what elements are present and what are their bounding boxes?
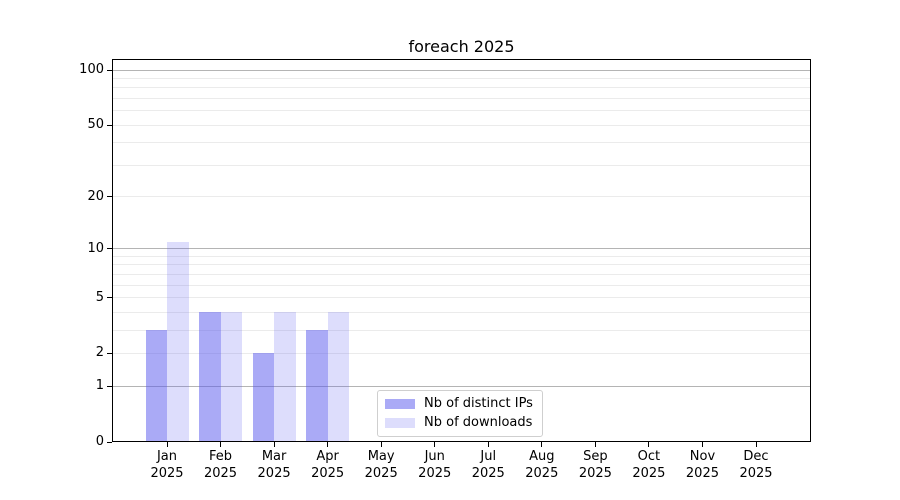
bar-ips-mar [252, 353, 275, 442]
gridline-major [112, 385, 811, 387]
legend-label-distinct-ips: Nb of distinct IPs [424, 395, 533, 411]
y-tick-mark [107, 248, 112, 250]
gridline-minor [112, 124, 811, 126]
y-tick-label: 20 [87, 188, 104, 204]
gridline-minor [112, 98, 811, 100]
gridline-minor [112, 142, 811, 144]
y-tick-mark [107, 297, 112, 299]
legend-swatch-downloads [385, 418, 415, 429]
x-tick-mark [648, 442, 650, 447]
x-tick-mark [220, 442, 222, 447]
x-tick-label: Jul 2025 [471, 449, 505, 481]
legend-item-downloads: Nb of downloads [385, 414, 535, 432]
x-tick-mark [434, 442, 436, 447]
bar-downloads-jan [167, 241, 189, 442]
x-tick-mark [166, 442, 168, 447]
x-tick-mark [594, 442, 596, 447]
x-tick-label: May 2025 [364, 449, 398, 481]
y-tick-label: 1 [95, 378, 104, 394]
x-tick-mark [273, 442, 275, 447]
y-tick-mark [107, 352, 112, 354]
gridline-minor [112, 87, 811, 89]
x-tick-label: Apr 2025 [311, 449, 345, 481]
x-tick-mark [327, 442, 329, 447]
gridline-minor [112, 255, 811, 257]
legend: Nb of distinct IPs Nb of downloads [377, 390, 543, 437]
legend-item-distinct-ips: Nb of distinct IPs [385, 395, 535, 413]
x-tick-label: Dec 2025 [739, 449, 773, 481]
gridline-minor [112, 297, 811, 299]
x-tick-label: Mar 2025 [257, 449, 291, 481]
x-tick-mark [487, 442, 489, 447]
bar-ips-apr [306, 330, 328, 442]
x-tick-label: Jan 2025 [150, 449, 184, 481]
y-tick-label: 0 [95, 434, 104, 449]
bar-ips-feb [199, 312, 221, 442]
x-tick-label: Feb 2025 [203, 449, 238, 481]
bar-downloads-mar [274, 312, 296, 442]
gridline-minor [112, 273, 811, 275]
gridline-minor [112, 264, 811, 266]
legend-label-downloads: Nb of downloads [424, 415, 533, 431]
plot-area [112, 59, 811, 442]
x-tick-label: Nov 2025 [685, 449, 719, 481]
gridline-minor [112, 110, 811, 112]
x-tick-mark [701, 442, 703, 447]
y-tick-mark [107, 196, 112, 198]
y-tick-label: 10 [87, 240, 104, 256]
gridline-minor [112, 352, 811, 354]
gridline-major [112, 69, 811, 71]
x-tick-label: Aug 2025 [525, 449, 559, 481]
x-tick-mark [380, 442, 382, 447]
y-tick-label: 50 [87, 117, 104, 133]
x-tick-label: Sep 2025 [578, 449, 612, 481]
x-tick-label: Oct 2025 [632, 449, 666, 481]
y-tick-label: 100 [79, 62, 104, 78]
x-tick-mark [541, 442, 543, 447]
y-tick-label: 5 [95, 289, 104, 305]
y-tick-mark [107, 441, 112, 443]
y-tick-mark [107, 124, 112, 126]
bar-downloads-feb [220, 312, 243, 442]
gridline-major [112, 248, 811, 250]
chart-title: foreach 2025 [408, 37, 515, 56]
gridline-minor [112, 164, 811, 166]
bar-downloads-apr [327, 312, 350, 442]
y-tick-mark [107, 385, 112, 387]
gridline-minor [112, 284, 811, 286]
x-tick-label: Jun 2025 [418, 449, 452, 481]
x-tick-mark [755, 442, 757, 447]
gridline-minor [112, 78, 811, 80]
gridline-minor [112, 196, 811, 198]
y-tick-mark [107, 69, 112, 71]
bar-ips-jan [145, 330, 167, 442]
y-tick-label: 2 [95, 345, 104, 361]
gridline-minor [112, 311, 811, 313]
gridline-minor [112, 329, 811, 331]
legend-swatch-distinct-ips [385, 398, 415, 409]
